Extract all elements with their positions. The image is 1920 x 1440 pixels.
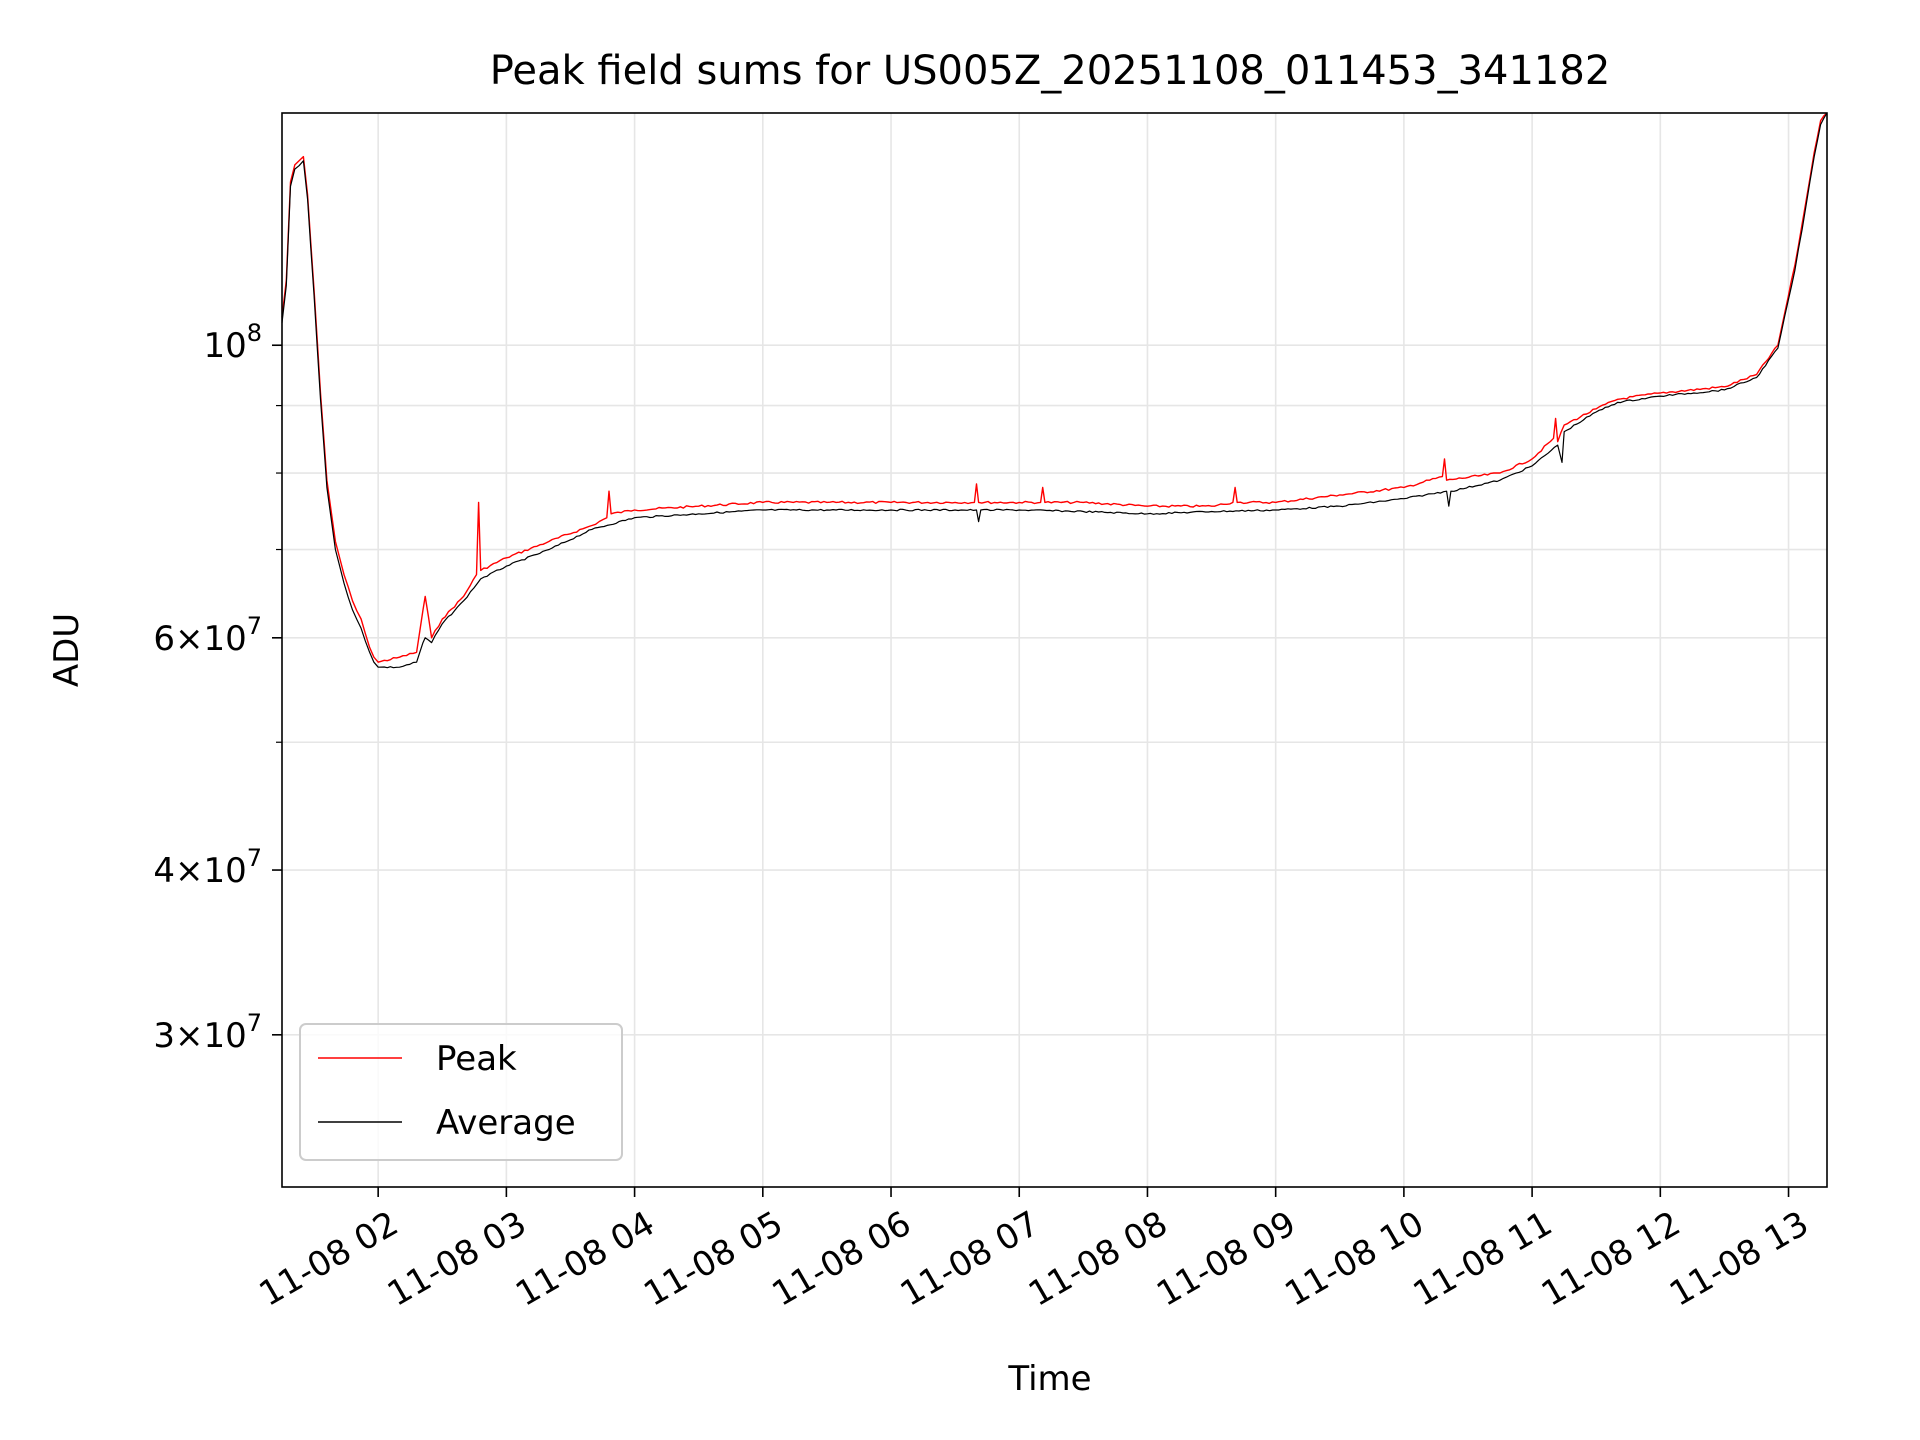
chart-title: Peak field sums for US005Z_20251108_0114…: [490, 48, 1611, 94]
x-tick-label: 11-08 10: [1278, 1204, 1430, 1315]
y-tick-label: 3×107: [153, 1009, 262, 1056]
x-tick-label: 11-08 02: [253, 1204, 405, 1315]
y-axis-label: ADU: [47, 613, 87, 687]
x-tick-label: 11-08 05: [637, 1204, 789, 1315]
x-tick-label: 11-08 06: [766, 1204, 918, 1315]
series-line-peak: [281, 112, 1828, 663]
x-axis-label: Time: [1007, 1359, 1091, 1399]
legend-average-label: Average: [436, 1103, 576, 1143]
x-tick-label: 11-08 08: [1022, 1204, 1174, 1315]
plot-area-frame: [281, 112, 1828, 1188]
x-tick-label: 11-08 13: [1663, 1204, 1815, 1315]
legend-peak-label: Peak: [436, 1039, 517, 1079]
y-tick-label: 108: [203, 319, 262, 366]
x-tick-label: 11-08 07: [894, 1204, 1046, 1315]
x-tick-label: 11-08 11: [1407, 1204, 1559, 1315]
x-tick-label: 11-08 03: [381, 1204, 533, 1315]
x-tick-label: 11-08 04: [509, 1204, 661, 1315]
x-tick-label: 11-08 12: [1535, 1204, 1687, 1315]
y-tick-label: 6×107: [153, 612, 262, 659]
series-line-average: [281, 112, 1828, 669]
x-tick-label: 11-08 09: [1150, 1204, 1302, 1315]
y-tick-label: 4×107: [153, 844, 262, 891]
legend: Peak Average: [299, 1023, 623, 1161]
series-lines: [281, 112, 1828, 669]
